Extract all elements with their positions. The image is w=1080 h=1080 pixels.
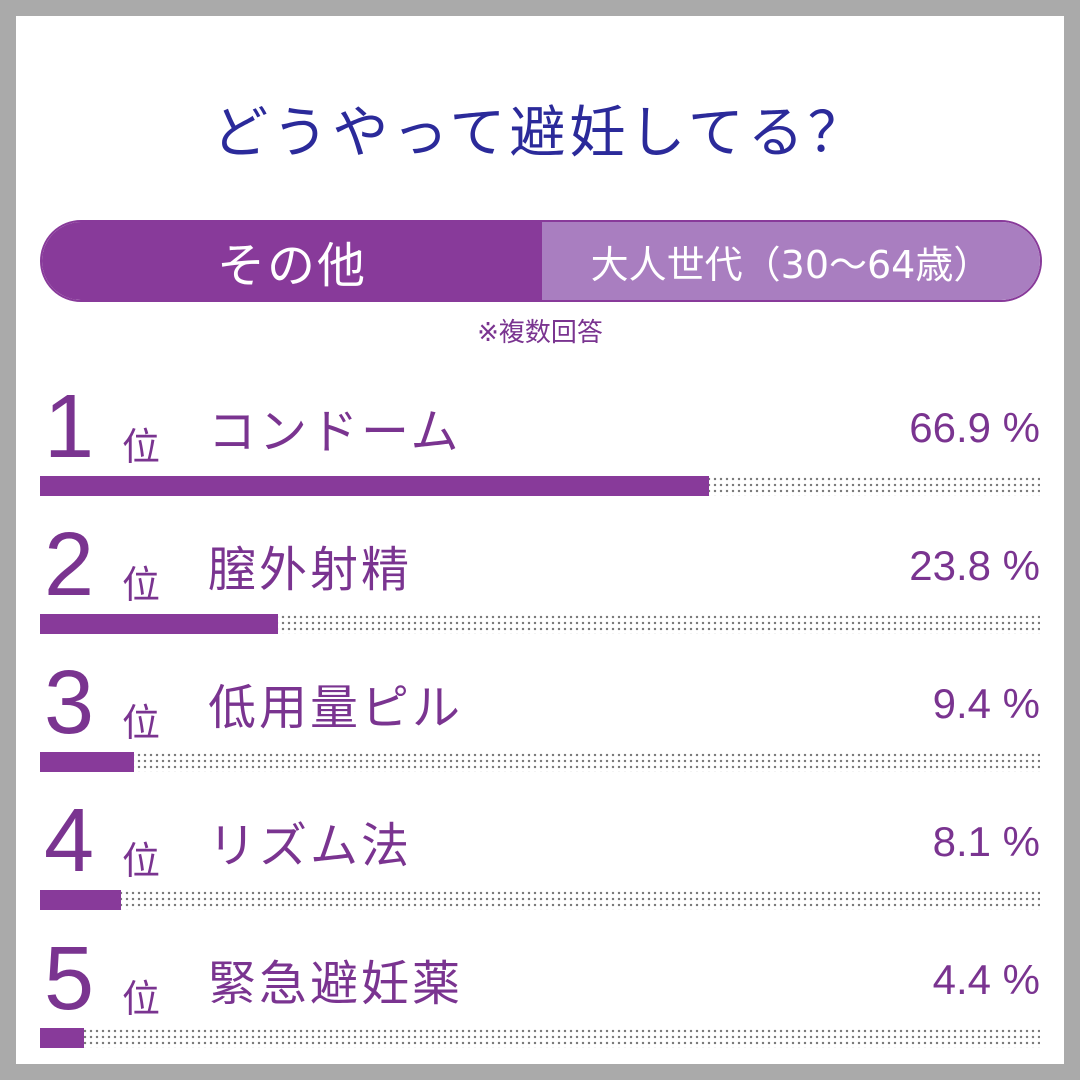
bar-track xyxy=(40,614,1040,634)
rank-row: 5 位緊急避妊薬 4.4 % xyxy=(40,934,1040,1064)
multiple-answer-note: ※複数回答 xyxy=(477,318,603,348)
rank-row: 2 位膣外射精 23.8 % xyxy=(40,520,1040,650)
rank-row: 3 位低用量ピル 9.4 % xyxy=(40,658,1040,788)
bar-track xyxy=(40,890,1040,910)
bar-track xyxy=(40,752,1040,772)
rank-suffix: 位 xyxy=(122,839,161,883)
category-label: 膣外射精 xyxy=(208,542,413,598)
rank-suffix: 位 xyxy=(122,563,161,607)
rank-number: 5 xyxy=(44,929,95,1029)
rank-suffix: 位 xyxy=(122,977,161,1021)
value-label: 66.9 % xyxy=(909,404,1040,451)
rank-number: 4 xyxy=(44,791,95,891)
bar xyxy=(40,1028,84,1048)
bar xyxy=(40,890,121,910)
value-label: 8.1 % xyxy=(932,818,1040,865)
category-label: 低用量ピル xyxy=(208,680,464,736)
rank-row: 4 位リズム法 8.1 % xyxy=(40,796,1040,926)
page-title: どうやって避妊してる？ xyxy=(212,101,868,166)
bar-track xyxy=(40,476,1040,496)
segment-tabs: その他 大人世代（30～64歳） xyxy=(40,220,1042,302)
rank-number: 3 xyxy=(44,653,95,753)
value-label: 23.8 % xyxy=(909,542,1040,589)
category-label: 緊急避妊薬 xyxy=(208,956,464,1012)
category-label: リズム法 xyxy=(208,818,413,874)
tab-other[interactable]: その他 xyxy=(42,222,542,300)
value-label: 9.4 % xyxy=(932,680,1040,727)
rank-number: 1 xyxy=(44,377,95,477)
tab-adult-generation[interactable]: 大人世代（30～64歳） xyxy=(542,222,1040,300)
value-label: 4.4 % xyxy=(932,956,1040,1003)
bar-track xyxy=(40,1028,1040,1048)
bar xyxy=(40,476,709,496)
rank-suffix: 位 xyxy=(122,701,161,745)
bar xyxy=(40,614,278,634)
rank-suffix: 位 xyxy=(122,425,161,469)
rank-number: 2 xyxy=(44,515,95,615)
card: どうやって避妊してる？ その他 大人世代（30～64歳） ※複数回答 1 位コンド… xyxy=(16,16,1064,1064)
rank-row: 1 位コンドーム 66.9 % xyxy=(40,382,1040,512)
category-label: コンドーム xyxy=(208,404,462,460)
bar xyxy=(40,752,134,772)
